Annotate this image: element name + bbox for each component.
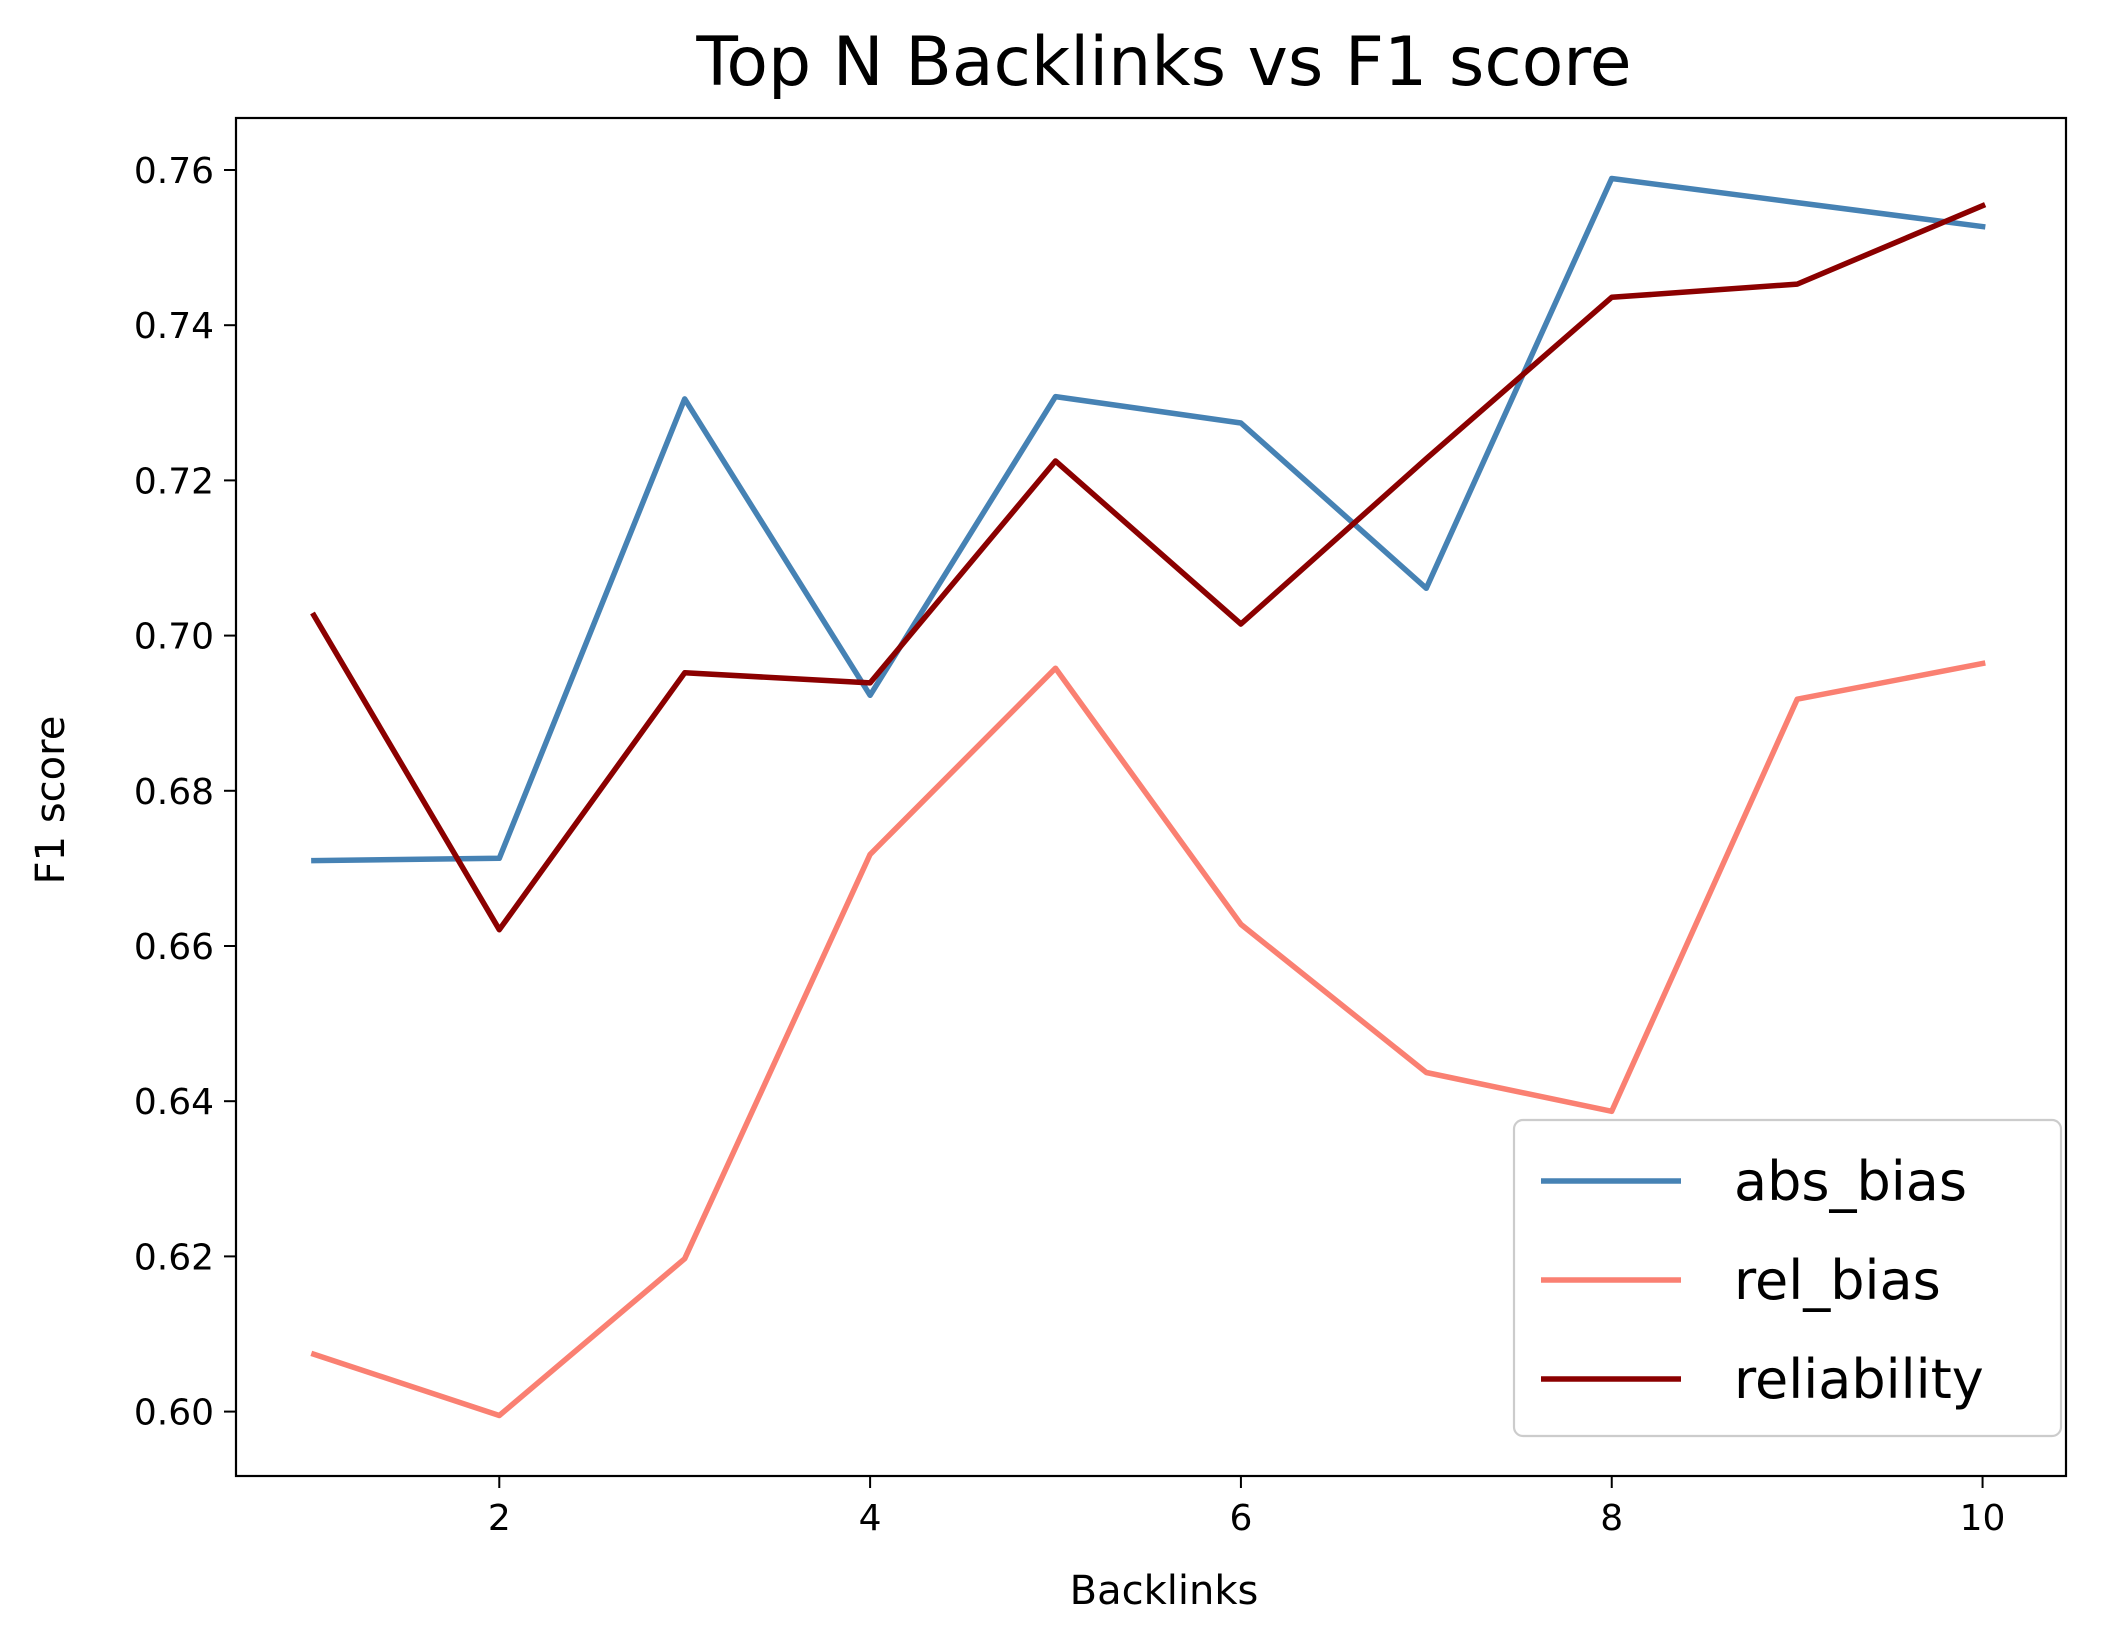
y-tick-label: 0.68 (134, 772, 214, 813)
x-tick-label: 10 (1960, 1498, 2006, 1539)
y-axis-label: F1 score (28, 716, 74, 885)
chart-title: Top N Backlinks vs F1 score (695, 23, 1631, 102)
x-axis-label: Backlinks (1070, 1568, 1259, 1614)
x-tick-label: 6 (1229, 1498, 1252, 1539)
legend-label-reliability: reliability (1734, 1348, 1984, 1411)
series-line-rel-bias (310, 660, 1986, 1419)
legend: abs_bias rel_bias reliability (1512, 1118, 2063, 1438)
y-tick-label: 0.64 (134, 1082, 214, 1123)
x-axis: 2 4 6 8 10 (488, 1476, 2006, 1539)
y-tick-label: 0.62 (134, 1237, 214, 1278)
x-tick-label: 2 (488, 1498, 511, 1539)
y-axis: 0.60 0.62 0.64 0.66 0.68 0.70 0.72 0.74 0.76 (134, 151, 236, 1434)
series-line-reliability (310, 202, 1987, 933)
legend-label-abs-bias: abs_bias (1734, 1150, 1967, 1213)
series-lines (310, 175, 1987, 1419)
x-tick-label: 8 (1600, 1498, 1623, 1539)
y-tick-label: 0.70 (134, 617, 214, 658)
y-tick-label: 0.60 (134, 1393, 214, 1434)
x-tick-label: 4 (859, 1498, 882, 1539)
y-tick-label: 0.76 (134, 151, 214, 192)
y-tick-label: 0.74 (134, 306, 214, 347)
y-tick-label: 0.72 (134, 461, 214, 502)
y-tick-label: 0.66 (134, 927, 214, 968)
legend-label-rel-bias: rel_bias (1734, 1249, 1941, 1312)
series-line-abs-bias (311, 175, 1986, 864)
legend-frame (1512, 1118, 2063, 1438)
